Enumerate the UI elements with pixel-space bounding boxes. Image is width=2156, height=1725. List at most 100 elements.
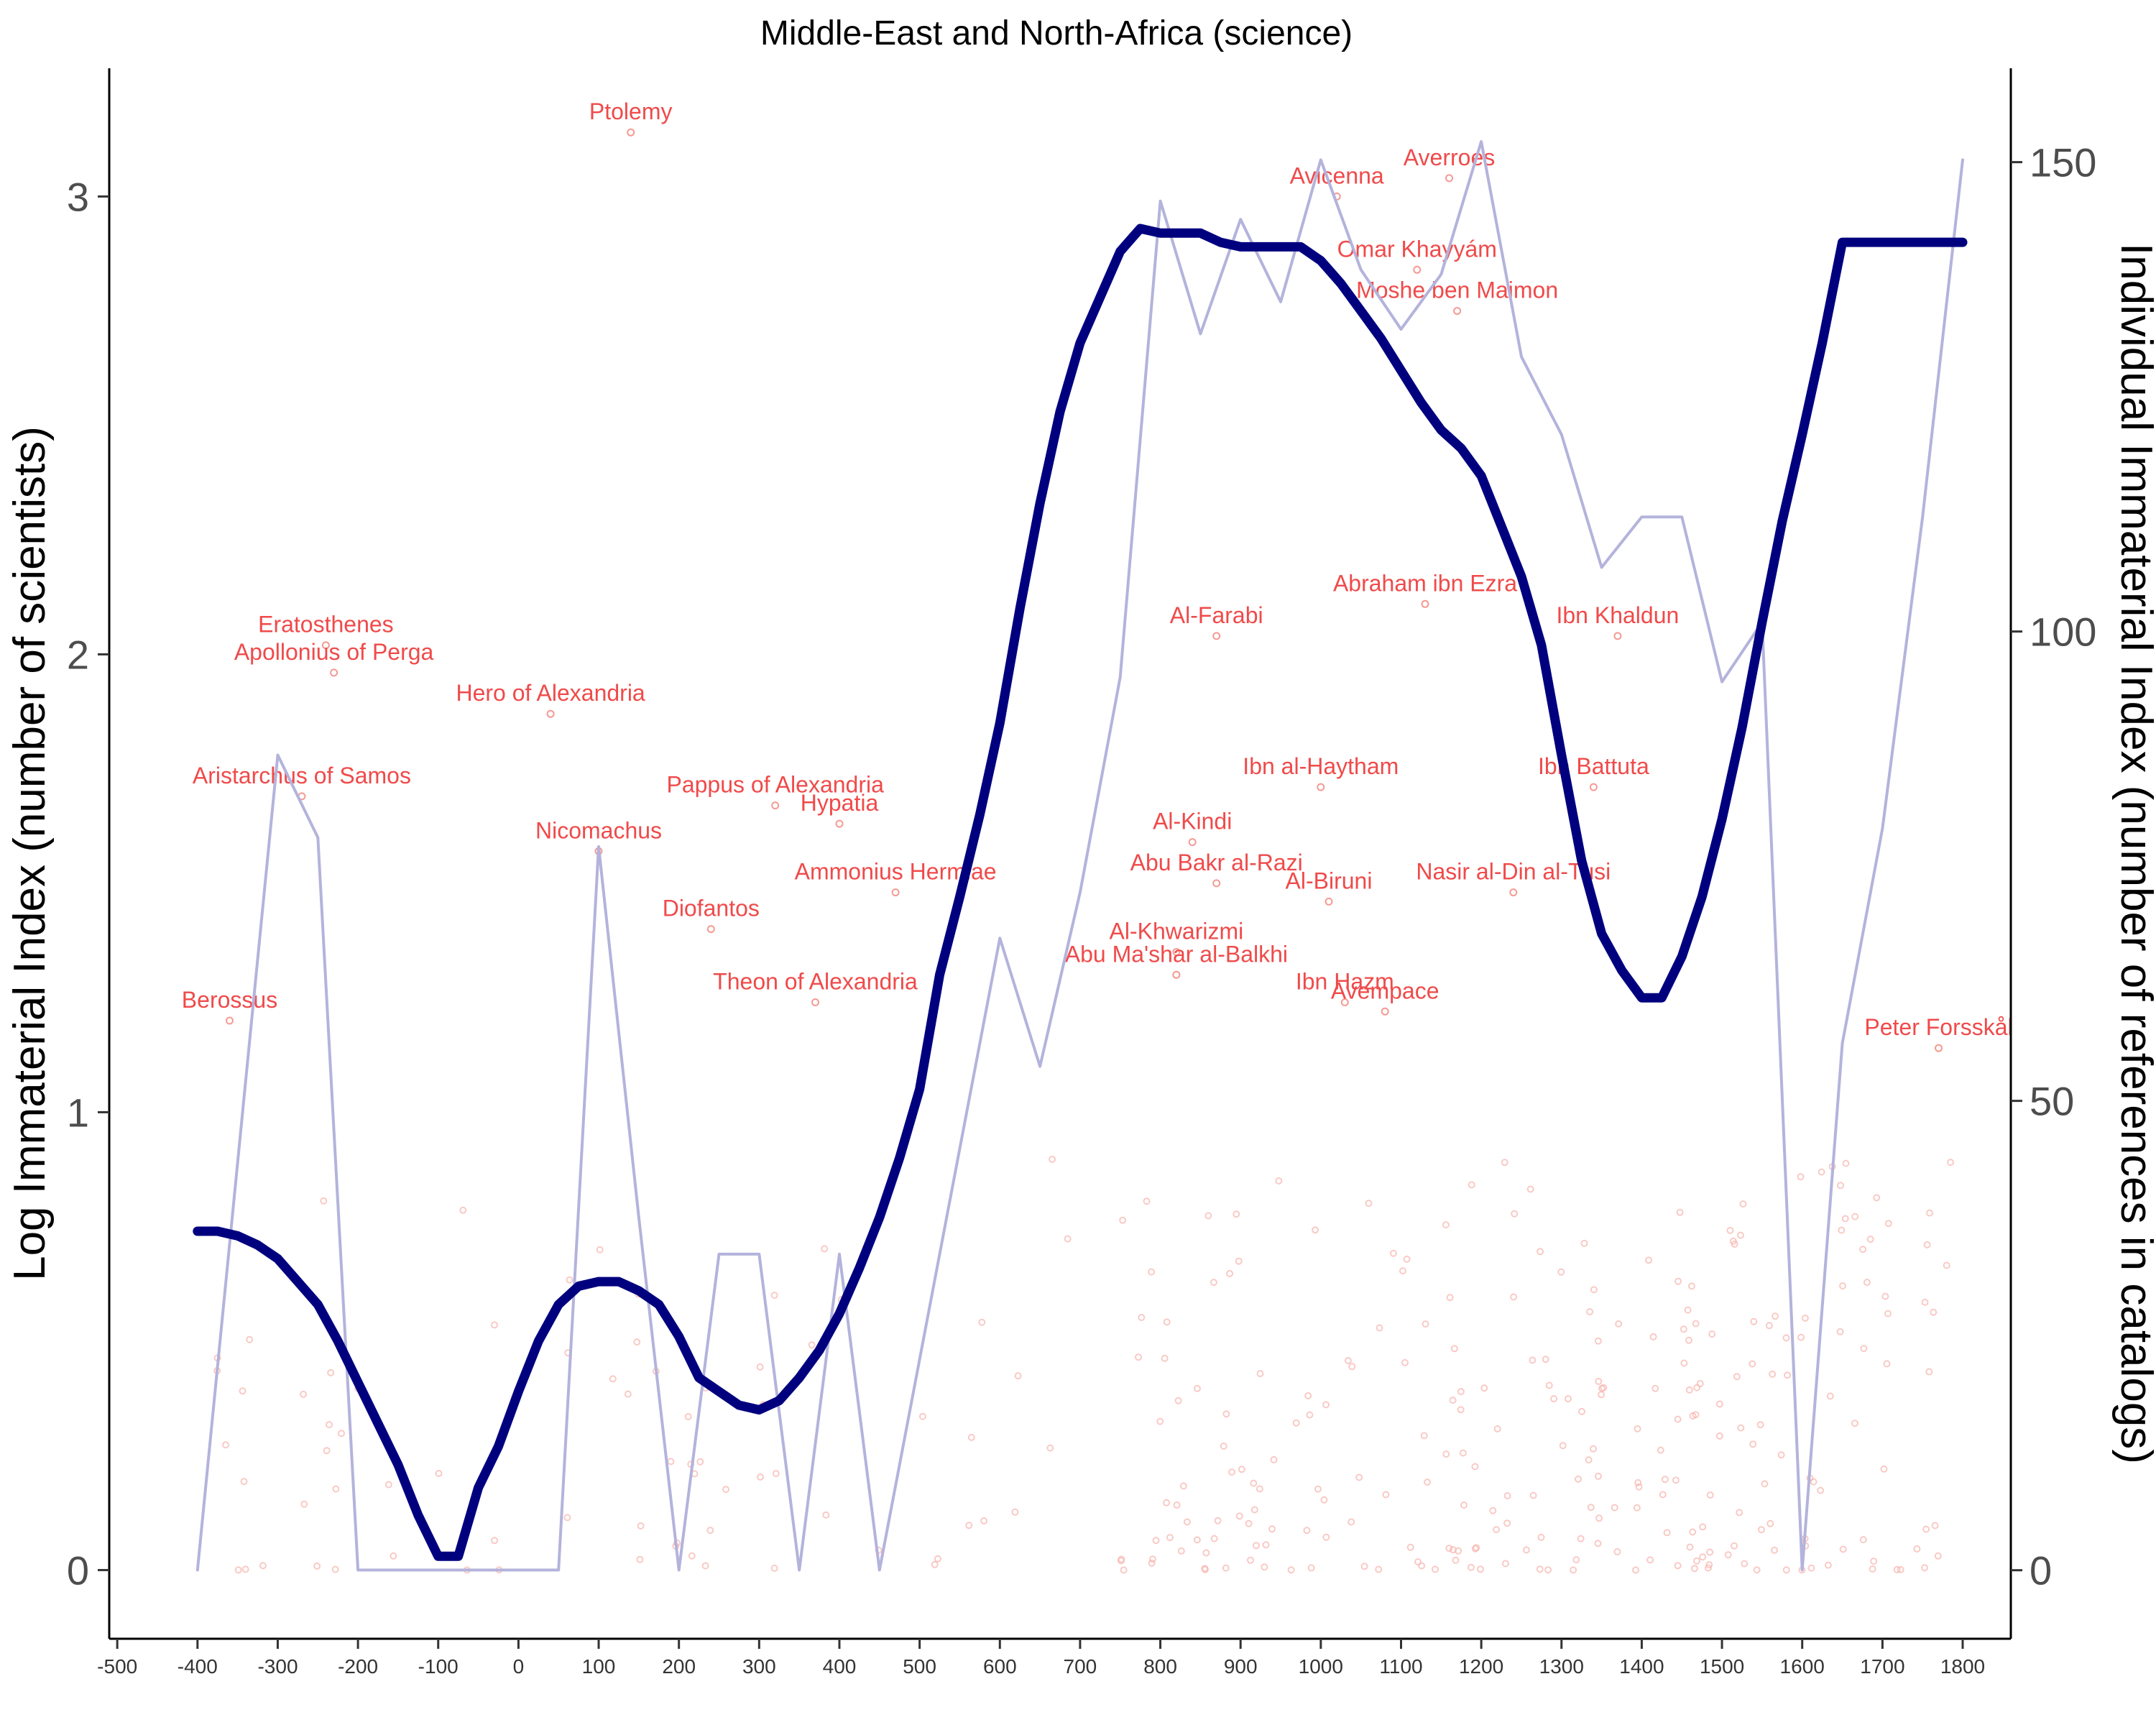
background-point <box>1685 1336 1692 1344</box>
background-point <box>1595 1473 1602 1480</box>
background-point <box>1522 1546 1530 1554</box>
x-tick-label: 900 <box>1224 1655 1258 1678</box>
background-point <box>1235 1512 1243 1520</box>
background-point <box>1233 1210 1240 1218</box>
background-point <box>1471 1463 1479 1471</box>
background-point <box>1275 1177 1283 1184</box>
background-point <box>1692 1320 1700 1328</box>
background-point <box>1753 1566 1761 1574</box>
background-point <box>1457 1406 1465 1414</box>
background-point <box>1699 1553 1707 1561</box>
background-point <box>1452 1556 1460 1564</box>
background-point <box>1801 1315 1809 1322</box>
x-tick-label: -400 <box>178 1655 218 1678</box>
label-point <box>1381 1007 1389 1016</box>
background-point <box>1526 1185 1534 1193</box>
background-point <box>1672 1476 1680 1484</box>
background-point <box>1445 1545 1453 1552</box>
scientist-label: Abu Ma'shar al-Balkhi <box>1065 941 1288 967</box>
x-tick-label: 1500 <box>1700 1655 1744 1678</box>
background-point <box>1587 1504 1595 1512</box>
label-point <box>1413 265 1422 274</box>
background-point <box>1784 1371 1792 1379</box>
x-tick-label: 1400 <box>1619 1655 1664 1678</box>
label-point <box>891 888 900 897</box>
background-point <box>1270 1455 1278 1463</box>
background-point <box>1536 1565 1544 1573</box>
background-point <box>757 1473 764 1481</box>
scientist-label: Ibn al-Haytham <box>1243 753 1399 779</box>
background-point <box>1238 1466 1245 1473</box>
background-point <box>1537 1248 1544 1256</box>
label-point <box>546 709 555 718</box>
background-point <box>1422 1320 1429 1328</box>
background-point <box>1797 1173 1805 1181</box>
label-point <box>1445 174 1453 183</box>
background-point <box>1859 1536 1867 1544</box>
background-point <box>1661 1476 1669 1484</box>
background-point <box>770 1564 778 1572</box>
scientist-label: Berossus <box>182 987 277 1013</box>
background-point <box>1741 1560 1749 1568</box>
x-tick-label: 1800 <box>1940 1655 1985 1678</box>
background-point <box>1731 1542 1738 1550</box>
background-point <box>1674 1562 1682 1570</box>
background-point <box>1839 1545 1847 1553</box>
background-point <box>1921 1564 1928 1572</box>
background-point <box>1542 1356 1549 1363</box>
background-point <box>1414 1558 1422 1565</box>
background-point <box>1177 1547 1185 1555</box>
background-point <box>384 1481 392 1489</box>
background-point <box>1250 1479 1258 1487</box>
label-point <box>771 801 780 810</box>
background-point <box>332 1485 340 1493</box>
background-point <box>1777 1451 1785 1459</box>
background-point <box>1689 1412 1697 1420</box>
background-point <box>1884 1220 1892 1228</box>
background-point <box>1511 1210 1519 1218</box>
background-point <box>1769 1370 1777 1378</box>
label-point <box>1935 1044 1943 1052</box>
background-point <box>1758 1526 1765 1534</box>
background-point <box>1818 1168 1825 1176</box>
background-point <box>1657 1446 1664 1454</box>
label-point <box>1613 632 1622 640</box>
background-point <box>1406 1543 1414 1551</box>
background-point <box>1684 1306 1692 1314</box>
background-point <box>931 1560 939 1568</box>
background-point <box>1510 1293 1518 1301</box>
background-point <box>1432 1565 1439 1573</box>
background-point <box>1148 1555 1156 1563</box>
scientist-label: Hero of Alexandria <box>456 680 645 706</box>
background-point <box>1014 1372 1022 1380</box>
label-point <box>1172 970 1181 979</box>
background-point <box>1598 1384 1606 1392</box>
background-point <box>1256 1485 1263 1493</box>
background-point <box>1550 1395 1558 1403</box>
background-point <box>1320 1496 1328 1504</box>
background-point <box>1174 1397 1182 1404</box>
background-point <box>1841 1215 1849 1223</box>
background-point <box>1529 1491 1537 1499</box>
scatter-layer <box>213 1156 1954 1574</box>
background-point <box>609 1375 617 1383</box>
background-point <box>1214 1517 1222 1524</box>
background-point <box>491 1321 498 1329</box>
background-point <box>1268 1525 1276 1533</box>
background-point <box>1578 1407 1585 1415</box>
background-point <box>1921 1298 1929 1306</box>
background-point <box>1537 1533 1545 1541</box>
background-point <box>1565 1395 1572 1403</box>
background-point <box>1595 1514 1603 1522</box>
background-point <box>331 1565 339 1573</box>
background-point <box>1046 1444 1054 1452</box>
scientist-label: Avicenna <box>1290 162 1384 188</box>
background-point <box>1838 1226 1846 1234</box>
background-point <box>1881 1292 1889 1300</box>
background-point <box>1502 1560 1509 1568</box>
label-point <box>835 819 844 828</box>
raw-series-line <box>195 139 1964 1572</box>
background-point <box>320 1197 328 1205</box>
background-point <box>1680 1359 1688 1367</box>
background-point <box>967 1433 975 1441</box>
